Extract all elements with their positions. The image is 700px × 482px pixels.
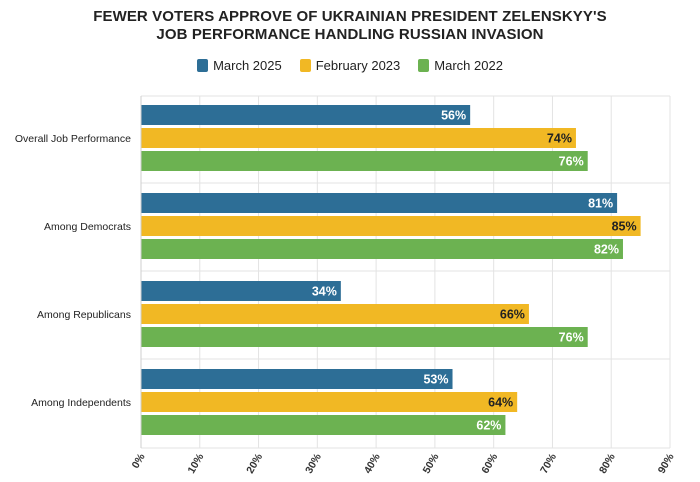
category-label-among-democrats: Among Democrats (44, 221, 131, 233)
data-label-overall-job-performance-february-2023: 74% (547, 132, 572, 146)
category-label-among-independents: Among Independents (31, 397, 131, 409)
data-label-among-independents-march-2025: 53% (423, 373, 448, 387)
x-tick-label-50: 50% (421, 451, 442, 476)
data-label-overall-job-performance-march-2022: 76% (559, 155, 584, 169)
data-label-among-independents-february-2023: 64% (488, 396, 513, 410)
bar-among-independents-march-2025 (141, 369, 453, 389)
legend-item-march-2025: March 2025 (197, 58, 282, 73)
x-tick-label-30: 30% (303, 451, 324, 476)
x-tick-label-60: 60% (479, 451, 500, 476)
data-label-among-republicans-march-2022: 76% (559, 331, 584, 345)
legend-item-february-2023: February 2023 (299, 58, 401, 73)
bar-among-republicans-february-2023 (141, 304, 529, 324)
category-label-among-republicans: Among Republicans (37, 309, 131, 321)
legend-label-february-2023: February 2023 (315, 58, 401, 73)
bar-overall-job-performance-march-2022 (141, 151, 588, 171)
x-tick-label-0: 0% (130, 451, 148, 471)
bar-among-independents-march-2022 (141, 415, 506, 435)
legend-swatch-february-2023 (299, 59, 311, 72)
data-label-among-democrats-march-2022: 82% (594, 243, 619, 257)
x-tick-label-70: 70% (538, 451, 559, 476)
data-label-among-republicans-march-2025: 34% (312, 285, 337, 299)
data-label-among-independents-march-2022: 62% (476, 419, 501, 433)
data-label-overall-job-performance-march-2025: 56% (441, 109, 466, 123)
chart-title-line-1: FEWER VOTERS APPROVE OF UKRAINIAN PRESID… (93, 8, 607, 25)
legend-swatch-march-2025 (197, 59, 209, 72)
legend-label-march-2022: March 2022 (434, 58, 503, 73)
bar-overall-job-performance-march-2025 (141, 105, 471, 125)
bar-among-republicans-march-2022 (141, 327, 588, 347)
bar-overall-job-performance-february-2023 (141, 128, 576, 148)
bar-among-democrats-february-2023 (141, 216, 641, 236)
legend-swatch-march-2022 (418, 59, 430, 72)
x-tick-label-10: 10% (185, 451, 206, 476)
bar-among-democrats-march-2025 (141, 193, 618, 213)
chart-title-line-2: JOB PERFORMANCE HANDLING RUSSIAN INVASIO… (156, 26, 544, 43)
legend-item-march-2022: March 2022 (418, 58, 503, 73)
category-label-overall-job-performance: Overall Job Performance (15, 133, 131, 145)
bar-among-independents-february-2023 (141, 392, 518, 412)
x-tick-label-80: 80% (597, 451, 618, 476)
data-label-among-republicans-february-2023: 66% (500, 308, 525, 322)
bar-among-democrats-march-2022 (141, 239, 623, 259)
legend: March 2025 February 2023 March 2022 (0, 58, 700, 73)
x-tick-label-90: 90% (656, 451, 677, 476)
data-label-among-democrats-february-2023: 85% (612, 220, 637, 234)
bar-among-republicans-march-2025 (141, 281, 341, 301)
x-tick-label-40: 40% (362, 451, 383, 476)
x-tick-label-20: 20% (244, 451, 265, 476)
data-label-among-democrats-march-2025: 81% (588, 197, 613, 211)
legend-label-march-2025: March 2025 (213, 58, 282, 73)
